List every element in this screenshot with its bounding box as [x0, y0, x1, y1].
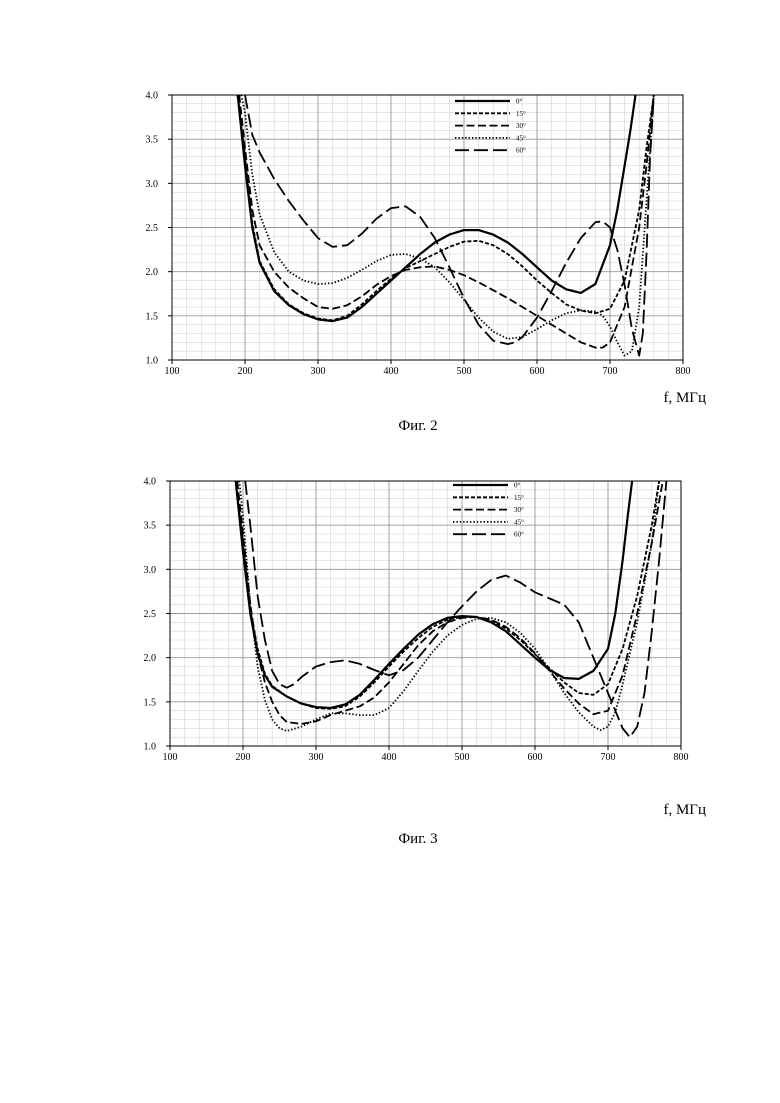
legend-label: 15°: [514, 494, 524, 502]
figure-caption-fig-2: Фиг. 2: [398, 418, 437, 434]
x-tick-label: 500: [455, 752, 470, 763]
series-line-1: [236, 481, 632, 708]
x-tick-label: 800: [674, 752, 689, 763]
x-tick-label: 200: [236, 752, 251, 763]
x-tick-label: 600: [528, 752, 543, 763]
series-line-3: [239, 95, 654, 348]
legend-label: 60°: [516, 147, 526, 155]
y-tick-label: 1.0: [146, 356, 159, 367]
x-axis-unit-label-fig-2: f, МГц: [663, 390, 706, 406]
y-tick-label: 2.5: [146, 223, 159, 234]
figure-caption-fig-3: Фиг. 3: [398, 831, 437, 847]
y-tick-label: 1.5: [146, 311, 159, 322]
legend: 0° 15° 30° 45° 60°: [455, 98, 526, 155]
major-grid: [170, 481, 681, 746]
series-group: [238, 95, 654, 356]
x-tick-label: 300: [309, 752, 324, 763]
y-tick-label: 2.0: [146, 267, 159, 278]
legend-label: 45°: [516, 134, 526, 142]
series-line-4: [239, 481, 659, 731]
x-tick-label: 400: [384, 366, 399, 377]
y-tick-label: 4.0: [146, 91, 159, 102]
x-tick-label: 100: [165, 366, 180, 377]
legend-label: 15°: [516, 110, 526, 118]
x-tick-label: 400: [382, 752, 397, 763]
series-line-3: [237, 481, 663, 724]
x-tick-label: 600: [530, 366, 545, 377]
x-tick-label: 300: [311, 366, 326, 377]
legend-label: 30°: [516, 122, 526, 130]
x-tick-label: 500: [457, 366, 472, 377]
y-tick-label: 3.0: [146, 179, 159, 190]
y-tick-label: 3.5: [146, 135, 159, 146]
x-tick-label: 100: [163, 752, 178, 763]
x-axis-unit-label-fig-3: f, МГц: [663, 802, 706, 818]
y-tick-label: 4.0: [144, 477, 157, 488]
y-tick-label: 3.0: [144, 565, 157, 576]
chart-fig-2: 100 200 300 400 500 600 700 800 1.0 1.5 2.0 2.5 3.0 3…: [146, 91, 691, 378]
x-tick-label: 200: [238, 366, 253, 377]
series-line-1: [238, 95, 636, 321]
legend-label: 0°: [514, 482, 521, 490]
y-tick-label: 2.5: [144, 609, 157, 620]
y-tick-label: 1.5: [144, 697, 157, 708]
legend-label: 45°: [514, 518, 524, 526]
x-tick-label: 700: [603, 366, 618, 377]
series-group: [236, 481, 667, 737]
series-line-5: [245, 481, 666, 737]
chart-fig-3: 100 200 300 400 500 600 700 800 1.0 1.5 2.0 2.5 3.0 3…: [144, 477, 689, 764]
x-tick-label: 700: [601, 752, 616, 763]
legend-label: 60°: [514, 531, 524, 539]
y-tick-label: 3.5: [144, 521, 157, 532]
y-tick-label: 1.0: [144, 742, 157, 753]
x-tick-label: 800: [676, 366, 691, 377]
legend-label: 0°: [516, 98, 523, 106]
y-tick-label: 2.0: [144, 653, 157, 664]
legend-label: 30°: [514, 506, 524, 514]
